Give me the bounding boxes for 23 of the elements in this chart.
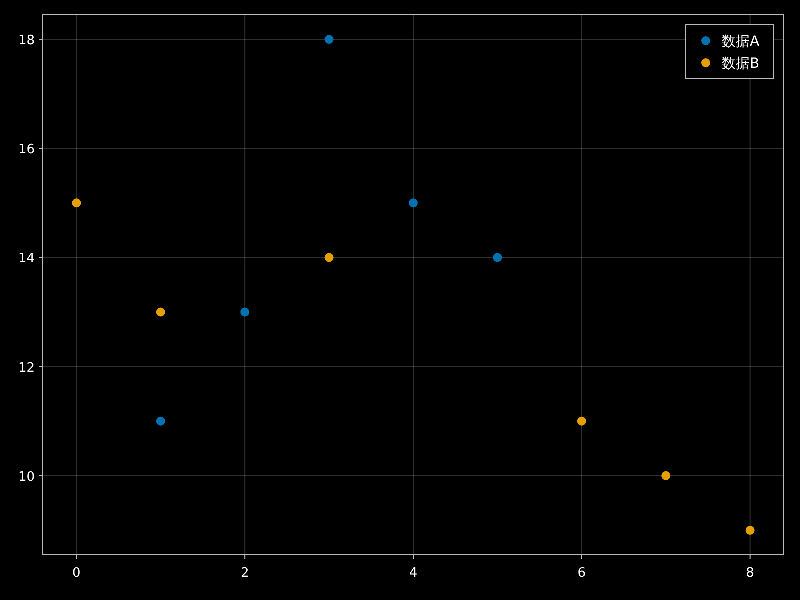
point [156, 308, 166, 317]
legend-label: 数据A [722, 34, 760, 50]
point [409, 198, 418, 208]
point [577, 416, 586, 426]
y-tick-label: 10 [18, 470, 35, 485]
x-tick-label: 4 [409, 566, 418, 581]
point [662, 471, 671, 480]
x-tick-label: 2 [240, 566, 250, 581]
point [324, 253, 334, 262]
point [324, 35, 334, 44]
point [240, 308, 250, 317]
y-tick-label: 16 [18, 142, 35, 158]
x-tick-label: 8 [746, 566, 754, 581]
point [72, 198, 82, 208]
y-tick-label: 12 [18, 360, 35, 376]
y-tick-label: 14 [18, 252, 35, 267]
point [746, 526, 755, 535]
legend-label: 数据B [722, 56, 760, 72]
point [156, 416, 166, 426]
point [493, 253, 502, 262]
x-tick-label: 0 [72, 566, 81, 581]
x-tick-label: 6 [578, 566, 586, 581]
y-tick-label: 18 [18, 34, 35, 49]
